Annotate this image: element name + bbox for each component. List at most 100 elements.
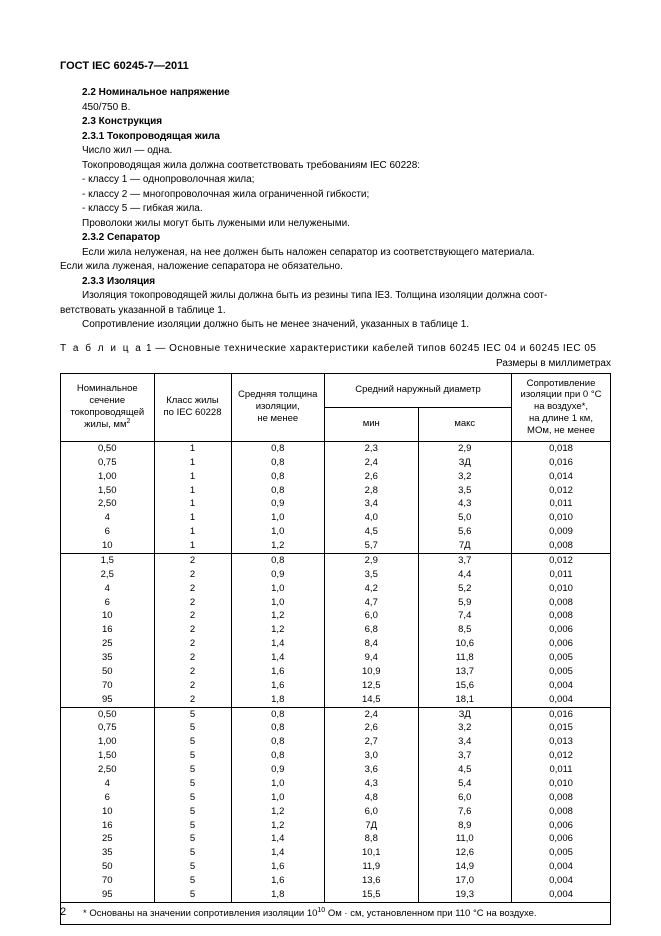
table-caption: Т а б л и ц а 1 — Основные технические х…: [60, 342, 611, 356]
table-cell: 2: [154, 679, 231, 693]
table-cell: 10: [61, 805, 155, 819]
table-cell: 5: [154, 777, 231, 791]
table-cell: 2,4: [325, 456, 419, 470]
table-cell: 2,9: [418, 441, 512, 455]
table-cell: 1: [154, 497, 231, 511]
table-cell: 2: [154, 609, 231, 623]
specs-table: Номинальное сечение токопроводящей жилы,…: [60, 373, 611, 925]
table-cell: 1,6: [231, 874, 325, 888]
table-cell: 0,010: [512, 582, 611, 596]
table-cell: 10,6: [418, 637, 512, 651]
s231-line: - классу 1 — однопроволочная жила;: [60, 173, 611, 187]
table-cell: 5: [154, 735, 231, 749]
table-cell: 8,8: [325, 832, 419, 846]
section-2-3-title: 2.3 Конструкция: [60, 115, 611, 129]
table-cell: 1,50: [61, 749, 155, 763]
table-cell: 2,5: [61, 568, 155, 582]
table-cell: 4,0: [325, 511, 419, 525]
table-cell: 1,6: [231, 665, 325, 679]
table-row: 421,04,25,20,010: [61, 582, 611, 596]
table-row: 1011,25,77Д0,008: [61, 539, 611, 553]
table-cell: 0,8: [231, 707, 325, 721]
table-cell: 5: [154, 721, 231, 735]
table-cell: 10: [61, 539, 155, 553]
table-cell: 15,6: [418, 679, 512, 693]
s233-line: ветствовать указанной в таблице 1.: [60, 304, 611, 318]
table-cell: 6,0: [325, 609, 419, 623]
table-cell: 13,7: [418, 665, 512, 679]
table-cell: 0,016: [512, 707, 611, 721]
table-cell: 1: [154, 441, 231, 455]
table-cell: 4,3: [325, 777, 419, 791]
table-cell: 5,4: [418, 777, 512, 791]
table-cell: 0,008: [512, 539, 611, 553]
table-cell: 3,5: [325, 568, 419, 582]
table-cell: 15,5: [325, 888, 419, 902]
section-2-3-2-title: 2.3.2 Сепаратор: [60, 231, 611, 245]
table-cell: 2,6: [325, 470, 419, 484]
table-cell: 5: [154, 860, 231, 874]
table-cell: 1,2: [231, 609, 325, 623]
table-cell: 0,005: [512, 651, 611, 665]
table-cell: 0,015: [512, 721, 611, 735]
table-cell: 6,0: [418, 791, 512, 805]
table-cell: 0,004: [512, 693, 611, 707]
th-diameter: Средний наружный диаметр: [325, 373, 512, 407]
table-cell: 0,004: [512, 874, 611, 888]
section-2-2-body: 450/750 В.: [60, 101, 611, 115]
table-cell: 2,6: [325, 721, 419, 735]
table-cell: 0,008: [512, 609, 611, 623]
table-cell: 3,4: [418, 735, 512, 749]
table-row: 7051,613,617,00,004: [61, 874, 611, 888]
table-cell: 3,2: [418, 721, 512, 735]
table-cell: 0,012: [512, 484, 611, 498]
table-cell: 5: [154, 749, 231, 763]
table-row: 9551,815,519,30,004: [61, 888, 611, 902]
table-cell: 1,0: [231, 596, 325, 610]
table-cell: 3,0: [325, 749, 419, 763]
table-cell: 4,8: [325, 791, 419, 805]
th-section: Номинальное сечение токопроводящей жилы,…: [61, 373, 155, 441]
th-class: Класс жилы по IEC 60228: [154, 373, 231, 441]
table-cell: 0,8: [231, 735, 325, 749]
table-cell: 0,008: [512, 805, 611, 819]
table-row: 2,5010,93,44,30,011: [61, 497, 611, 511]
table-row: 1,520,82,93,70,012: [61, 553, 611, 567]
table-cell: 1,00: [61, 470, 155, 484]
table-cell: 5,7: [325, 539, 419, 553]
s233-line: Изоляция токопроводящей жилы должна быть…: [60, 289, 611, 303]
table-cell: 14,9: [418, 860, 512, 874]
table-row: 1621,26,88,50,006: [61, 623, 611, 637]
table-row: 1,0050,82,73,40,013: [61, 735, 611, 749]
table-cell: 12,5: [325, 679, 419, 693]
table-cell: 35: [61, 846, 155, 860]
table-cell: 1,2: [231, 623, 325, 637]
page-number: 2: [60, 906, 66, 918]
table-cell: 1,0: [231, 511, 325, 525]
table-cell: 25: [61, 637, 155, 651]
table-cell: 0,004: [512, 860, 611, 874]
table-cell: 5: [154, 832, 231, 846]
table-cell: 5: [154, 763, 231, 777]
table-cell: 3,7: [418, 553, 512, 567]
table-cell: ЗД: [418, 707, 512, 721]
table-cell: 5: [154, 707, 231, 721]
table-cell: 0,8: [231, 749, 325, 763]
table-cell: 5,6: [418, 525, 512, 539]
table-cell: 2: [154, 568, 231, 582]
table-cell: 8,5: [418, 623, 512, 637]
table-cell: 7,4: [418, 609, 512, 623]
table-cell: 3,5: [418, 484, 512, 498]
table-row: 1021,26,07,40,008: [61, 609, 611, 623]
table-row: 3521,49,411,80,005: [61, 651, 611, 665]
table-cell: 1: [154, 484, 231, 498]
table-cell: 4: [61, 511, 155, 525]
table-cell: 5,0: [418, 511, 512, 525]
table-cell: 2,50: [61, 763, 155, 777]
table-cell: 2: [154, 582, 231, 596]
table-row: 5021,610,913,70,005: [61, 665, 611, 679]
s231-line: Проволоки жилы могут быть лужеными или н…: [60, 217, 611, 231]
table-cell: 0,9: [231, 763, 325, 777]
th-max: макс: [418, 407, 512, 441]
th-resistance: Сопротивление изоляции при 0 °С на возду…: [512, 373, 611, 441]
